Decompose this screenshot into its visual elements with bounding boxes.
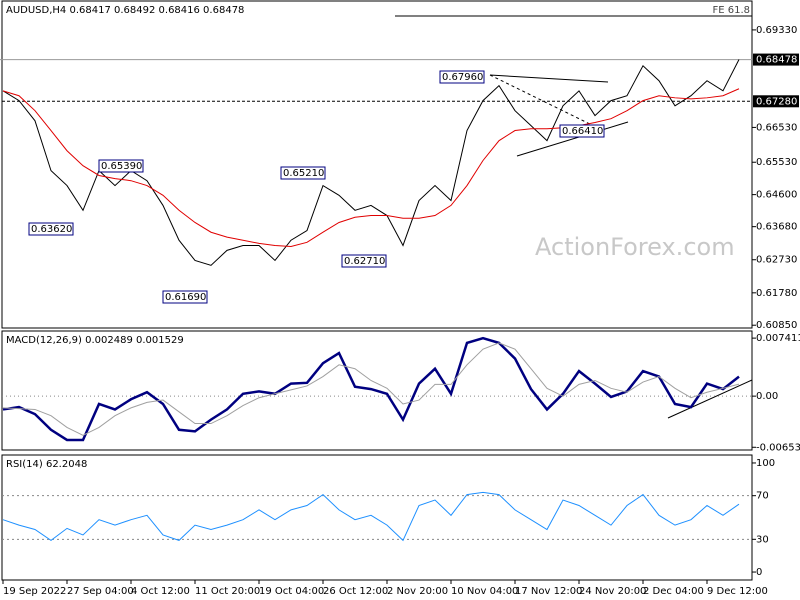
annotation: 0.65210	[283, 168, 324, 179]
annotation-box	[280, 166, 326, 180]
annotation-box	[439, 70, 485, 84]
price-panel	[1, 0, 753, 329]
chart-title: AUDUSD,H4 0.68417 0.68492 0.68416 0.6847…	[6, 5, 244, 16]
series-line	[2, 336, 740, 442]
series-line	[2, 88, 740, 248]
x-tick-label: 9 Dec 12:00	[707, 586, 768, 597]
annotation: 0.63620	[31, 224, 72, 235]
x-tick-label: 19 Oct 04:00	[259, 586, 324, 597]
annotation-box	[28, 222, 74, 236]
series-line	[2, 491, 740, 542]
y-tick-label: 0.63680	[756, 222, 797, 233]
y-tick-label: 0.62730	[756, 255, 797, 266]
x-tick-label: 2 Dec 04:00	[643, 586, 704, 597]
x-tick-label: 24 Nov 20:00	[579, 586, 646, 597]
watermark: ActionForex.com	[535, 233, 735, 261]
price-label-box	[753, 53, 799, 66]
x-tick-label: 19 Sep 2022	[3, 586, 66, 597]
y-tick-label: 0.60850	[756, 320, 797, 331]
price-label-box	[753, 95, 799, 108]
x-tick-label: 27 Sep 04:00	[67, 586, 134, 597]
price-label: 0.68478	[756, 55, 797, 66]
series-line	[2, 59, 740, 266]
macd-trendline	[667, 379, 753, 419]
y-tick-label: 100	[756, 458, 775, 469]
y-tick-label: 0.66530	[756, 122, 797, 133]
price-label: 0.67280	[756, 96, 797, 107]
annotation-box	[341, 254, 387, 268]
x-tick-label: 26 Oct 12:00	[323, 586, 388, 597]
y-tick-label: 70	[756, 491, 769, 502]
y-tick-label: 0.61780	[756, 288, 797, 299]
annotation: 0.62710	[344, 256, 385, 267]
x-tick-label: 10 Nov 04:00	[451, 586, 518, 597]
annotation-box	[559, 124, 605, 138]
annotation: 0.66410	[562, 126, 603, 137]
y-tick-label: -0.006532	[756, 442, 800, 453]
y-tick-label: 0.007411	[756, 333, 800, 344]
y-tick-label: 0.65530	[756, 157, 797, 168]
y-tick-label: 0.69330	[756, 25, 797, 36]
series-line	[2, 342, 740, 436]
annotation-box	[162, 290, 208, 304]
rsi-panel	[1, 454, 753, 581]
fe-label: FE 61.8	[712, 5, 750, 16]
annotation: 0.61690	[165, 292, 206, 303]
y-tick-label: 0	[756, 567, 762, 578]
rsi-title: RSI(14) 62.2048	[6, 459, 87, 470]
macd-title: MACD(12,26,9) 0.002489 0.001529	[6, 335, 184, 346]
annotation: 0.67960	[442, 72, 483, 83]
y-tick-label: 0.64600	[756, 190, 797, 201]
trendline	[516, 121, 629, 157]
annotation-box	[98, 159, 144, 173]
trendline	[489, 74, 609, 83]
x-tick-label: 2 Nov 20:00	[387, 586, 448, 597]
x-tick-label: 4 Oct 12:00	[131, 586, 190, 597]
x-tick-label: 11 Oct 20:00	[195, 586, 260, 597]
y-tick-label: 0.00	[756, 391, 778, 402]
y-tick-label: 30	[756, 534, 769, 545]
annotation: 0.65390	[101, 161, 142, 172]
x-tick-label: 17 Nov 12:00	[515, 586, 582, 597]
macd-panel	[1, 330, 753, 451]
